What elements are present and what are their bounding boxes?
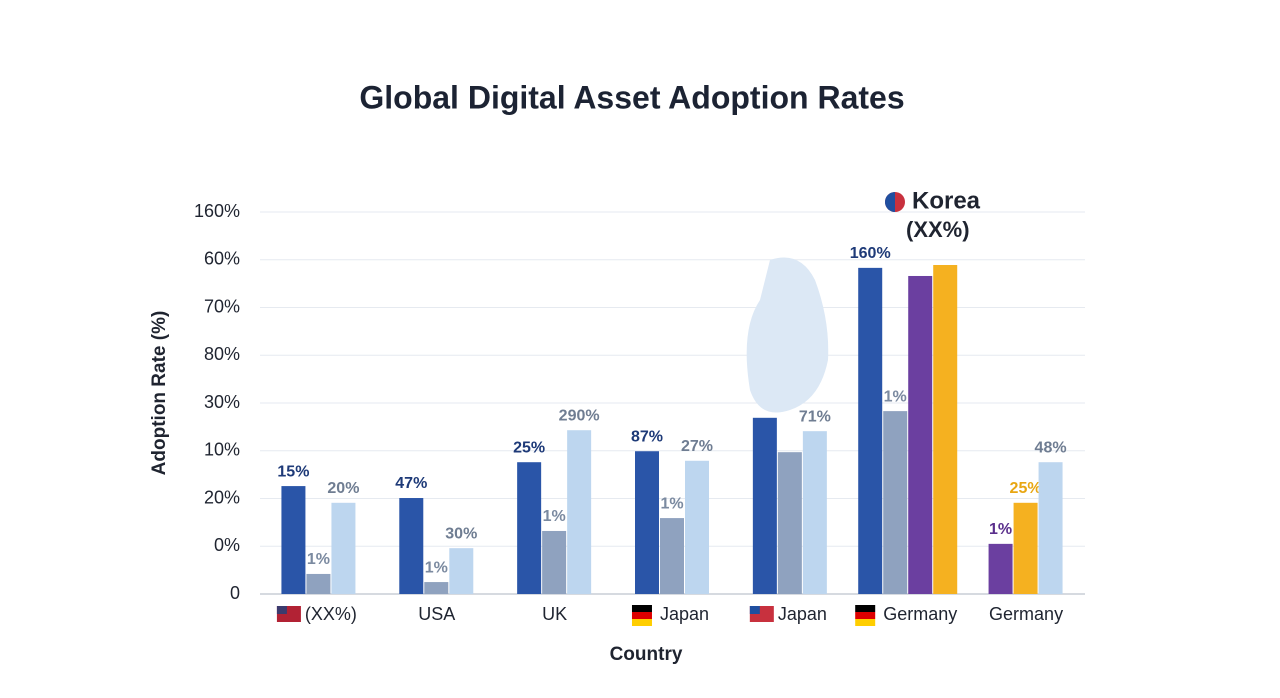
x-tick-label: UK xyxy=(542,604,567,624)
y-tick-label: 30% xyxy=(204,392,240,412)
x-tick-label: USA xyxy=(418,604,455,624)
y-tick-label: 160% xyxy=(194,201,240,221)
value-label: 20% xyxy=(327,480,359,497)
chart-title: Global Digital Asset Adoption Rates xyxy=(359,79,904,115)
bar xyxy=(933,265,958,594)
bar xyxy=(1013,502,1038,594)
bar xyxy=(777,452,802,594)
flag-icon xyxy=(276,606,287,614)
bar xyxy=(752,417,777,594)
bar xyxy=(281,486,306,594)
value-label: 15% xyxy=(277,463,309,480)
value-label: 87% xyxy=(631,428,663,445)
y-tick-label: 20% xyxy=(204,487,240,507)
bar xyxy=(567,430,592,594)
x-tick-label: Germany xyxy=(883,604,957,624)
flag-icon xyxy=(885,192,895,212)
flag-icon xyxy=(749,606,760,614)
map-decoration xyxy=(746,257,829,413)
bar xyxy=(517,462,542,594)
flag-icon xyxy=(631,619,652,626)
value-label: 290% xyxy=(559,407,600,424)
value-label: 71% xyxy=(799,408,831,425)
value-label: 48% xyxy=(1035,439,1067,456)
y-axis-title: Adoption Rate (%) xyxy=(149,311,170,476)
value-label: 27% xyxy=(681,438,713,455)
value-label: 30% xyxy=(445,525,477,542)
value-label: 1% xyxy=(307,551,330,568)
bar xyxy=(883,411,908,594)
y-tick-label: 0% xyxy=(214,535,240,555)
x-axis-title: Country xyxy=(610,644,683,665)
flag-icon xyxy=(631,605,652,612)
bar xyxy=(399,498,424,594)
bar xyxy=(660,518,684,594)
annotation: Korea xyxy=(912,187,981,214)
flag-icon xyxy=(855,612,876,619)
bar xyxy=(1038,462,1063,594)
bar xyxy=(908,275,933,594)
bar xyxy=(858,267,883,594)
y-tick-label: 70% xyxy=(204,296,240,316)
annotation: (XX%) xyxy=(906,217,970,242)
bar xyxy=(306,573,331,594)
value-label: 1% xyxy=(989,521,1012,538)
flag-icon xyxy=(631,612,652,619)
bar xyxy=(685,460,709,594)
bar xyxy=(635,451,659,594)
value-label: 47% xyxy=(395,475,427,492)
x-tick-label: Japan xyxy=(778,604,827,624)
y-tick-label: 80% xyxy=(204,344,240,364)
bar xyxy=(988,543,1013,594)
y-tick-label: 60% xyxy=(204,249,240,269)
bar xyxy=(331,502,356,594)
value-label: 25% xyxy=(1010,480,1042,497)
x-tick-label: Japan xyxy=(660,604,709,624)
x-tick-label: (XX%) xyxy=(305,604,357,624)
y-tick-label: 0 xyxy=(230,583,240,603)
flag-icon xyxy=(855,619,876,626)
value-label: 25% xyxy=(513,439,545,456)
x-tick-label: Germany xyxy=(989,604,1063,624)
flag-icon xyxy=(855,605,876,612)
bar xyxy=(424,582,449,594)
bar xyxy=(542,530,567,594)
y-tick-label: 10% xyxy=(204,440,240,460)
bar xyxy=(802,431,827,594)
value-label: 160% xyxy=(850,245,891,262)
value-label: 1% xyxy=(543,508,566,525)
value-label: 1% xyxy=(660,495,683,512)
value-label: 1% xyxy=(884,388,907,405)
value-label: 1% xyxy=(425,559,448,576)
bar xyxy=(449,548,474,594)
